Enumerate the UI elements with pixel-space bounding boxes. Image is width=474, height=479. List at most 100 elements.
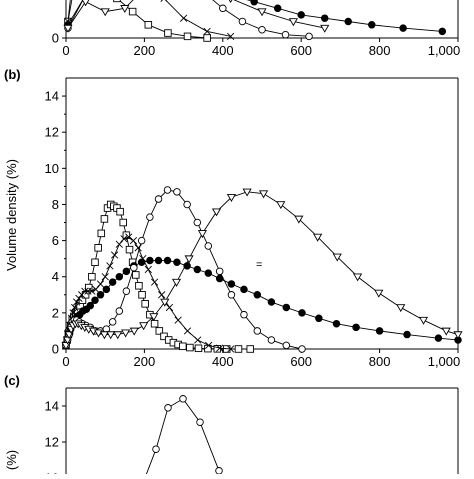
panel-a: 0 200 400 600 800 1,000 0 (52, 0, 461, 58)
panel-a-point-triangle-down (228, 0, 233, 4)
panel-b-point-square (132, 271, 140, 279)
panel-b-point-triangle-down (453, 331, 463, 340)
panel-b-point-square (155, 327, 164, 335)
panel-b-point-open-circle (193, 218, 202, 227)
panel-b-point-cross (110, 251, 119, 259)
panel-a-point-square (203, 34, 211, 42)
panel-b-point-triangle-down (418, 316, 429, 325)
panel-a-point-triangle-down (81, 0, 90, 7)
panel-b-point-open-circle (163, 186, 172, 194)
panel-a-point-open-circle (258, 26, 266, 34)
panel-a-series-line (67, 0, 310, 37)
panel-b-point-cross (150, 278, 159, 286)
panel-c-series-open-circle (144, 395, 223, 479)
panel-b-point-filled-circle (298, 309, 306, 317)
panel-b-point-filled-circle (315, 314, 323, 323)
panel-b-point-triangle-down (160, 298, 170, 307)
panel-b-plot: 0 200 400 600 800 1,000 0 2 4 6 8 10 12 14 (45, 77, 463, 369)
panel-b-point-cross (144, 265, 152, 274)
panel-c-point-open-circle (196, 418, 204, 426)
panel-b-point-square (179, 342, 187, 351)
y-axis-title: Volume density (%) (4, 159, 19, 271)
panel-c-y-tick-label: 14 (45, 399, 59, 414)
panel-a-point-filled-circle (399, 24, 407, 32)
panel-b-point-filled-circle (267, 298, 276, 306)
panel-b-point-cross (106, 262, 114, 270)
panel-b-point-cross (165, 303, 174, 312)
panel-b-point-filled-circle (253, 291, 262, 299)
panel-b-y-tick-label: 4 (52, 269, 59, 284)
panel-b-point-square (125, 245, 134, 254)
panel-a-series-triangle-down (63, 0, 330, 33)
panel-b-point-square (194, 344, 203, 353)
panel-b-point-filled-circle (108, 278, 117, 286)
panel-b-point-square (138, 291, 146, 299)
panel-b-point-filled-circle (96, 291, 105, 299)
panel-b-point-filled-circle (332, 319, 341, 328)
panel-b-point-triangle-down (149, 313, 159, 322)
panel-a-point-square (164, 29, 172, 37)
panel-a-x-tick-label: 400 (212, 43, 234, 58)
panel-b-point-triangle-down (129, 327, 139, 336)
panel-a-point-filled-circle (297, 11, 305, 19)
panel-b-point-open-circle (240, 310, 248, 319)
panel-a-point-filled-circle (344, 17, 352, 26)
panel-b-point-open-circle (298, 345, 306, 353)
panel-a-point-square (113, 0, 121, 3)
panel-c-point-open-circle (164, 404, 172, 412)
panel-a-point-triangle-down (320, 24, 330, 33)
panel-a-point-triangle-down (288, 18, 298, 27)
panel-b-point-triangle-down (353, 273, 363, 282)
panel-b-point-square (141, 300, 149, 308)
panel-a-plot: 0 200 400 600 800 1,000 0 (52, 0, 461, 58)
panel-b-series-cross (62, 233, 235, 353)
panel-b-point-triangle-down (242, 188, 252, 197)
panel-b-y-tick-label: 6 (52, 233, 59, 248)
panel-b-point-filled-circle (146, 256, 154, 265)
panel-a-x-tick-label: 1,000 (428, 43, 461, 58)
panel-a-point-open-circle (219, 4, 227, 13)
panel-b-point-open-circle (204, 242, 213, 250)
panel-a-point-triangle-down (120, 5, 130, 14)
panel-a-point-filled-circle (250, 0, 258, 6)
panel-b-point-cross (75, 294, 83, 303)
panel-b-y-tick-label: 10 (45, 161, 59, 176)
panel-a-x-tick-label: 200 (134, 43, 156, 58)
panel-b-point-filled-circle (154, 256, 163, 265)
panel-b-point-triangle-down (171, 278, 182, 287)
panel-b-point-triangle-down (441, 327, 451, 336)
panel-a-point-open-circle (305, 32, 313, 41)
panel-b-point-triangle-down (99, 331, 109, 340)
panel-b-point-open-circle (215, 267, 224, 276)
panel-b-point-open-circle (137, 236, 146, 245)
panel-b-x-tick-label: 600 (290, 354, 312, 369)
panel-b-point-filled-circle (282, 303, 291, 312)
panel-b-point-triangle-down (121, 329, 131, 338)
panel-b-point-filled-circle (173, 258, 181, 267)
panel-a-point-square (144, 21, 153, 29)
panel-a-x-tick-label: 800 (369, 43, 391, 58)
panel-a-x-tick-label: 600 (290, 43, 312, 58)
panel-b-point-triangle-down (226, 193, 237, 202)
panel-b-point-cross (115, 240, 123, 248)
panel-b-point-open-circle (108, 318, 117, 326)
panel-b-point-square (135, 282, 143, 290)
panel-a-point-open-circle (281, 30, 290, 39)
panel-c-y-tick-label: 10 (45, 471, 59, 475)
panel-b-point-square (186, 343, 194, 352)
panel-b-point-cross (125, 233, 133, 241)
panel-b-point-cross (216, 344, 224, 352)
panel-b-point-open-circle (115, 307, 124, 315)
panel-b-point-cross (120, 235, 128, 243)
panel-b-point-square (116, 207, 124, 216)
panel-b-y-tick-label: 14 (45, 89, 59, 104)
panel-a-point-cross (203, 27, 211, 36)
panel-b-x-tick-label: 400 (212, 354, 234, 369)
panel-b-point-open-circle (183, 200, 191, 209)
panel-b-point-triangle-down (113, 331, 123, 340)
panel-b-point-square (94, 244, 102, 252)
panel-b-point-square (97, 229, 106, 238)
panel-b-point-triangle-down (332, 253, 342, 262)
panel-b-x-tick-label: 1,000 (428, 354, 461, 369)
